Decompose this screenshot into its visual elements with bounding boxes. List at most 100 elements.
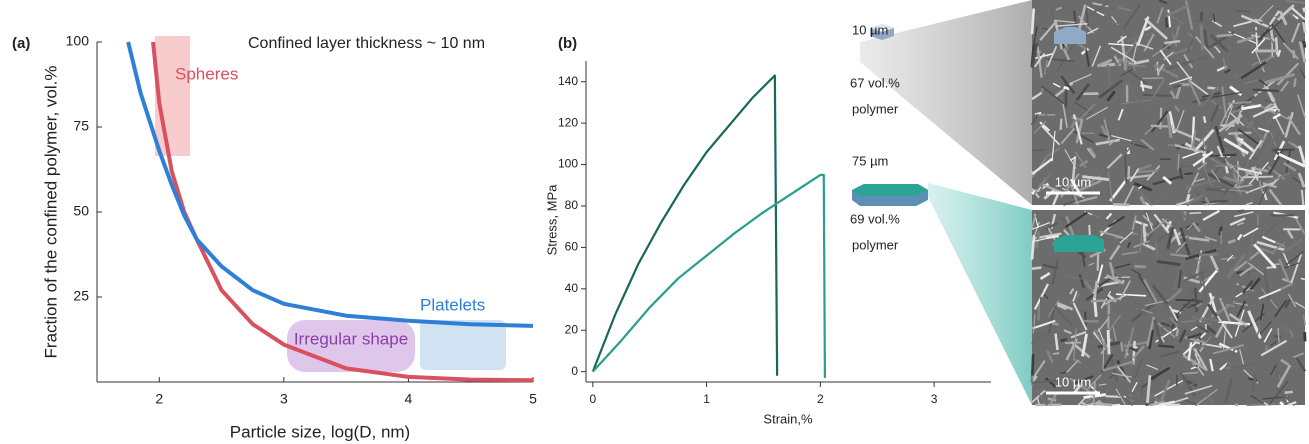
sem-texture bbox=[1033, 177, 1046, 195]
sem-texture bbox=[1032, 319, 1056, 330]
sem-texture bbox=[1185, 179, 1216, 189]
sem-texture bbox=[1036, 46, 1043, 78]
sem-texture bbox=[1146, 165, 1161, 181]
sem-texture bbox=[1056, 45, 1074, 72]
sem-texture bbox=[1203, 29, 1209, 51]
sem-texture bbox=[1233, 273, 1251, 295]
sem-texture bbox=[1030, 8, 1036, 35]
sem-texture bbox=[1049, 4, 1054, 18]
sem-texture bbox=[1195, 302, 1203, 308]
sem-texture bbox=[1262, 172, 1291, 185]
sem-texture bbox=[1189, 211, 1202, 215]
sem-texture bbox=[1227, 100, 1252, 105]
sem-texture bbox=[1234, 211, 1254, 218]
sem-texture bbox=[1197, 56, 1208, 61]
sem-texture bbox=[1172, 127, 1201, 142]
sem-texture bbox=[1075, 83, 1090, 102]
sem-texture bbox=[1031, 235, 1059, 243]
sem-texture bbox=[1236, 35, 1255, 44]
sem-texture bbox=[1085, 6, 1089, 27]
sem-texture bbox=[1187, 342, 1193, 361]
sem-texture bbox=[1263, 99, 1274, 104]
sem-texture bbox=[1185, 193, 1191, 202]
sem-texture bbox=[1250, 394, 1265, 404]
sem-texture bbox=[1158, 344, 1175, 349]
sem-texture bbox=[1218, 297, 1231, 322]
sem-texture bbox=[1291, 7, 1306, 21]
sem-texture bbox=[1144, 17, 1168, 40]
sem-texture bbox=[1182, 332, 1207, 356]
sem-texture bbox=[1126, 241, 1131, 248]
sem-texture bbox=[1228, 131, 1252, 135]
sem-texture bbox=[1116, 21, 1123, 26]
sem-texture bbox=[1204, 196, 1211, 206]
x-tick-label: 2 bbox=[817, 392, 824, 406]
sem-texture bbox=[1112, 326, 1117, 341]
sem-texture bbox=[1201, 317, 1223, 323]
data-line bbox=[126, 41, 534, 328]
sem-texture bbox=[1258, 78, 1268, 87]
sem-texture bbox=[1302, 41, 1307, 48]
y-tick-label: 0 bbox=[571, 364, 578, 378]
sem-texture bbox=[1044, 377, 1057, 388]
sem-texture bbox=[1276, 186, 1306, 190]
sem-texture bbox=[1261, 235, 1276, 244]
sem-texture bbox=[1134, 357, 1144, 379]
annotation: polymer bbox=[852, 237, 899, 252]
sem-texture bbox=[1053, 305, 1074, 327]
sem-texture bbox=[1187, 172, 1200, 194]
sem-texture bbox=[1187, 79, 1202, 106]
sem-texture bbox=[1191, 130, 1197, 150]
annotation: 69 vol.% bbox=[850, 211, 900, 226]
sem-texture bbox=[1036, 397, 1041, 406]
sem-texture bbox=[1115, 293, 1147, 297]
sem-texture bbox=[1127, 63, 1146, 68]
sem-texture bbox=[1039, 21, 1057, 41]
sem-texture bbox=[1209, 358, 1214, 372]
panel-label: (a) bbox=[12, 35, 30, 52]
sem-texture bbox=[1041, 85, 1067, 106]
sem-texture bbox=[1249, 277, 1261, 291]
sem-texture bbox=[1060, 371, 1067, 374]
sem-texture bbox=[1221, 299, 1234, 305]
sem-inset-icon bbox=[1054, 235, 1104, 252]
sem-texture bbox=[1173, 228, 1182, 246]
sem-texture bbox=[1122, 138, 1139, 157]
sem-texture bbox=[1096, 58, 1113, 68]
sem-texture bbox=[1031, 215, 1037, 229]
sem-texture bbox=[1142, 77, 1164, 80]
sem-texture bbox=[1079, 159, 1089, 168]
sem-texture bbox=[1117, 108, 1124, 121]
sem-texture bbox=[1185, 222, 1199, 230]
sem-texture bbox=[1107, 171, 1114, 203]
sem-texture bbox=[1166, 114, 1173, 138]
sem-texture bbox=[1054, 333, 1059, 351]
sem-texture bbox=[1073, 375, 1094, 385]
sem-texture bbox=[1287, 293, 1297, 308]
sem-texture bbox=[1154, 63, 1160, 72]
sem-texture bbox=[1256, 5, 1274, 23]
sem-texture bbox=[1199, 221, 1229, 228]
sem-texture bbox=[1284, 111, 1294, 138]
series-label: Platelets bbox=[420, 295, 485, 314]
sem-texture bbox=[1139, 222, 1144, 253]
sem-texture bbox=[1031, 389, 1046, 403]
x-tick-label: 3 bbox=[280, 391, 288, 407]
sem-texture bbox=[1218, 124, 1241, 137]
sem-texture bbox=[1258, 187, 1268, 206]
sem-texture bbox=[1108, 356, 1119, 383]
sem-texture bbox=[1149, 366, 1171, 381]
x-tick-label: 1 bbox=[703, 392, 710, 406]
sem-texture bbox=[1052, 192, 1060, 206]
sem-texture bbox=[1266, 221, 1279, 234]
sem-texture bbox=[1152, 78, 1165, 97]
series-label: 75 µm bbox=[852, 153, 888, 168]
sem-texture bbox=[1177, 153, 1180, 170]
sem-texture bbox=[1081, 175, 1111, 182]
sem-texture bbox=[1191, 315, 1213, 326]
sem-texture bbox=[1213, 44, 1221, 54]
sem-texture bbox=[1177, 269, 1182, 289]
sem-texture bbox=[1131, 381, 1138, 393]
sem-texture bbox=[1148, 378, 1172, 397]
sem-texture bbox=[1076, 42, 1088, 51]
